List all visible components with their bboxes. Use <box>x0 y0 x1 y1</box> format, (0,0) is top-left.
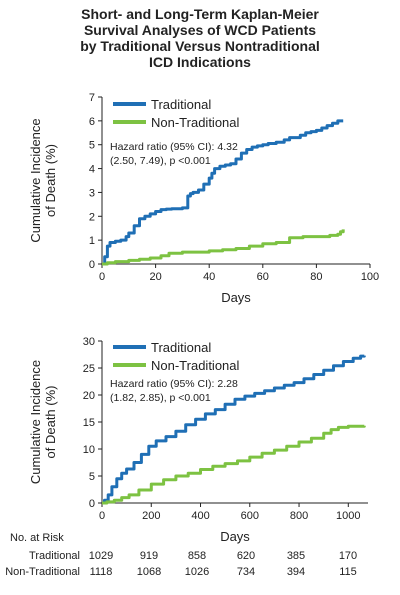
series-line-traditional <box>102 119 344 266</box>
legend-label-traditional: Traditional <box>151 340 211 355</box>
series-line-non-traditional <box>102 424 366 505</box>
at-risk-header: No. at Risk <box>10 532 64 544</box>
y-axis-label: Cumulative Incidence of Death (%) <box>28 360 58 484</box>
legend-label-non-traditional: Non-Traditional <box>151 115 240 130</box>
y-tick-label: 3 <box>89 187 95 199</box>
at-risk-cell: 385 <box>286 550 306 562</box>
x-tick-label: 400 <box>191 510 209 522</box>
title-line-4: ICD Indications <box>149 54 251 70</box>
at-risk-table: No. at Risk Traditional Non-Traditional … <box>0 532 400 592</box>
at-risk-label-non-traditional: Non-Traditional <box>5 566 80 578</box>
x-tick-label: 200 <box>142 510 160 522</box>
series-line-non-traditional <box>102 229 345 266</box>
y-axis-label-line-2: of Death (%) <box>43 144 58 217</box>
x-tick-label: 600 <box>241 510 259 522</box>
y-tick-label: 25 <box>83 363 95 375</box>
y-tick-label: 5 <box>89 140 95 152</box>
at-risk-cell: 1029 <box>88 550 114 562</box>
x-tick-label: 60 <box>257 271 269 283</box>
y-tick-label: 10 <box>83 444 95 456</box>
x-tick-label: 0 <box>99 510 105 522</box>
y-tick-label: 4 <box>89 164 95 176</box>
y-tick-label: 6 <box>89 116 95 128</box>
at-risk-cell: 1118 <box>89 566 113 578</box>
at-risk-cell: 170 <box>338 550 358 562</box>
y-tick-label: 30 <box>83 336 95 348</box>
y-tick-label: 2 <box>89 211 95 223</box>
y-tick-label: 0 <box>89 498 95 510</box>
y-tick-label: 7 <box>89 92 95 104</box>
legend-label-traditional: Traditional <box>151 97 211 112</box>
kaplan-meier-long-term-chart: 0 5 10 15 20 25 30 0 200 400 600 800 1000 Days Cumulat… <box>28 336 368 544</box>
x-tick-label: 1000 <box>336 510 360 522</box>
series-line-traditional <box>102 354 366 505</box>
at-risk-cell: 1068 <box>136 566 162 578</box>
x-tick-label: 100 <box>361 271 379 283</box>
x-tick-label: 40 <box>203 271 215 283</box>
y-axis-label-line-1: Cumulative Incidence <box>28 360 43 484</box>
at-risk-cell: 394 <box>286 566 306 578</box>
at-risk-cell: 858 <box>187 550 207 562</box>
chart-title: Short- and Long-Term Kaplan-Meier Surviv… <box>0 6 400 70</box>
y-axis-label-line-1: Cumulative Incidence <box>28 118 43 242</box>
hazard-ratio-annotation-line-2: (1.82, 2.85), p <0.001 <box>110 392 211 404</box>
x-tick-label: 0 <box>99 271 105 283</box>
x-tick-label: 20 <box>149 271 161 283</box>
at-risk-cell: 919 <box>139 550 159 562</box>
at-risk-cell: 620 <box>236 550 256 562</box>
y-tick-label: 5 <box>89 471 95 483</box>
y-tick-label: 15 <box>83 417 95 429</box>
at-risk-cell: 115 <box>339 566 357 578</box>
at-risk-cell: 1026 <box>184 566 210 578</box>
hazard-ratio-annotation-line-1: Hazard ratio (95% CI): 2.28 <box>110 378 238 390</box>
at-risk-label-traditional: Traditional <box>29 550 80 562</box>
kaplan-meier-short-term-chart: 0 1 2 3 4 5 6 7 0 20 40 60 80 100 Days Cumulative Incid… <box>28 92 379 305</box>
y-tick-label: 1 <box>89 235 95 247</box>
y-tick-label: 0 <box>89 259 95 271</box>
title-line-1: Short- and Long-Term Kaplan-Meier <box>81 6 319 22</box>
x-tick-label: 800 <box>290 510 308 522</box>
y-axis-label: Cumulative Incidence of Death (%) <box>28 118 58 242</box>
legend-label-non-traditional: Non-Traditional <box>151 358 240 373</box>
x-tick-label: 80 <box>310 271 322 283</box>
title-line-2: Survival Analyses of WCD Patients <box>83 22 317 38</box>
y-axis-label-line-2: of Death (%) <box>43 386 58 459</box>
title-line-3: by Traditional Versus Nontraditional <box>80 38 320 54</box>
x-axis-label: Days <box>221 290 251 305</box>
at-risk-cell: 734 <box>236 566 256 578</box>
x-axis-label: Days <box>220 529 250 544</box>
hazard-ratio-annotation-line-2: (2.50, 7.49), p <0.001 <box>110 155 211 167</box>
y-tick-label: 20 <box>83 390 95 402</box>
hazard-ratio-annotation-line-1: Hazard ratio (95% CI): 4.32 <box>110 141 238 153</box>
